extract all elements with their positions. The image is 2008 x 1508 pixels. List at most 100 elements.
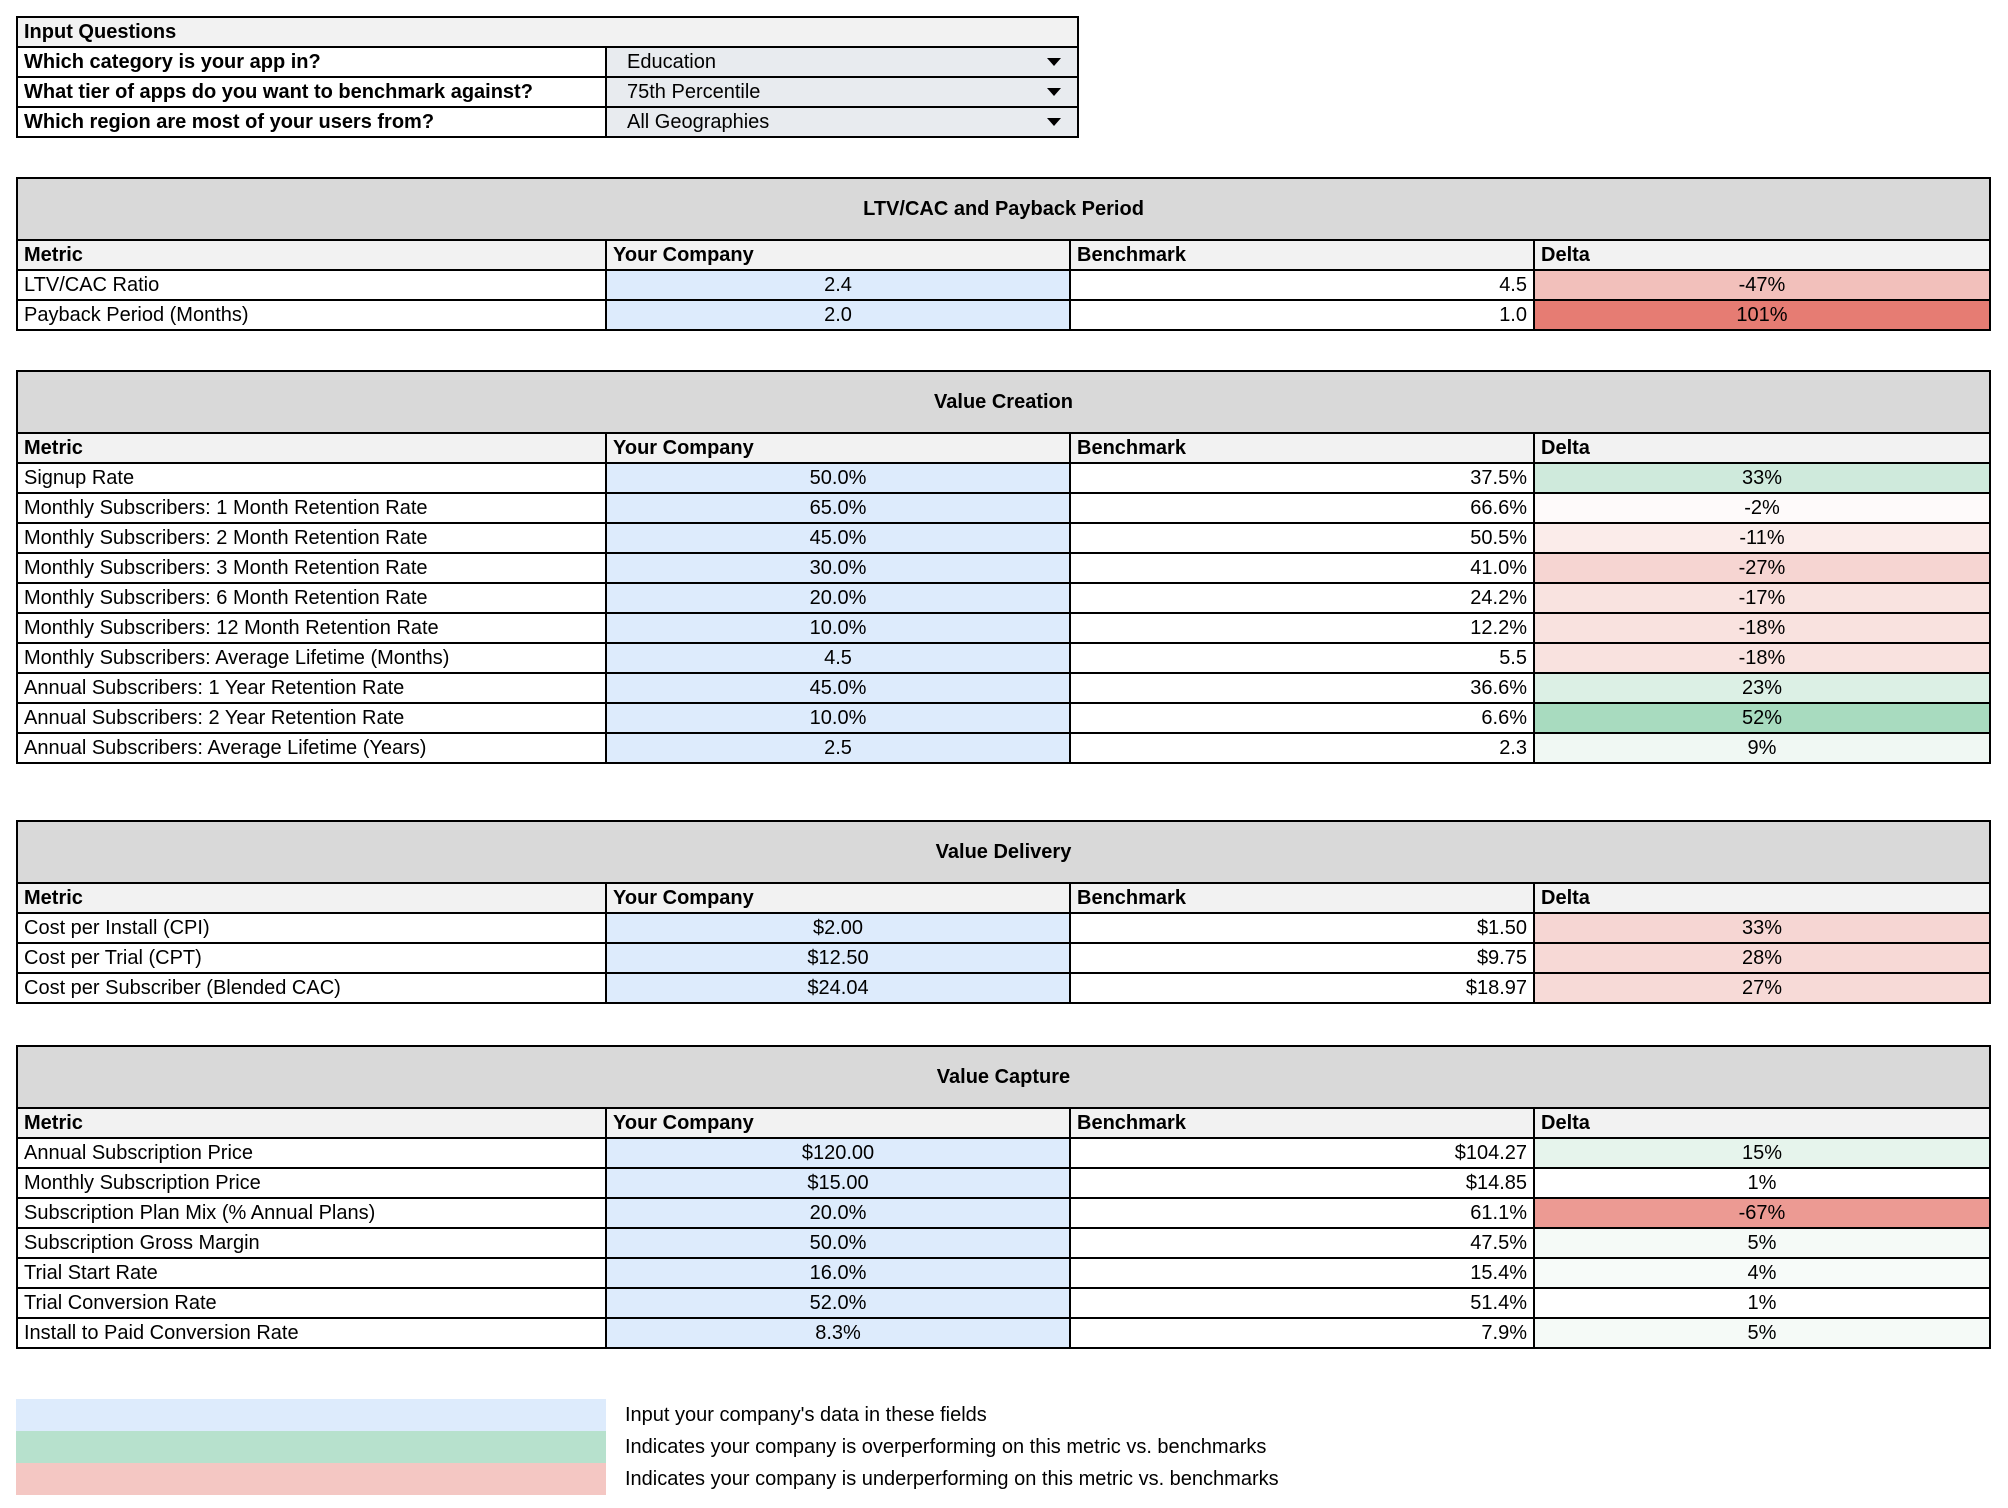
tier-dropdown[interactable]: 75th Percentile (605, 76, 1079, 108)
company-value-cell[interactable]: 50.0% (605, 462, 1071, 494)
table-row: Monthly Subscribers: Average Lifetime (M… (16, 642, 1991, 674)
delta-value: 33% (1533, 912, 1991, 944)
benchmark-value: $18.97 (1069, 972, 1535, 1004)
company-value-cell[interactable]: 2.5 (605, 732, 1071, 764)
table-row: Subscription Plan Mix (% Annual Plans) 20… (16, 1197, 1991, 1229)
company-value-cell[interactable]: 50.0% (605, 1227, 1071, 1259)
input-questions-table: Input Questions Which category is your a… (16, 16, 1079, 138)
dropdown-arrow-icon[interactable] (1047, 118, 1061, 126)
metric-name: Monthly Subscribers: 1 Month Retention R… (16, 492, 607, 524)
benchmark-value: 41.0% (1069, 552, 1535, 584)
section-title: Value Capture (16, 1045, 1991, 1109)
region-dropdown[interactable]: All Geographies (605, 106, 1079, 138)
table-row: LTV/CAC Ratio 2.4 4.5 -47% (16, 269, 1991, 301)
metric-name: Monthly Subscribers: 6 Month Retention R… (16, 582, 607, 614)
benchmark-value: 50.5% (1069, 522, 1535, 554)
delta-value: 101% (1533, 299, 1991, 331)
delta-value: -18% (1533, 612, 1991, 644)
metric-name: Annual Subscribers: 1 Year Retention Rat… (16, 672, 607, 704)
company-value-cell[interactable]: 45.0% (605, 522, 1071, 554)
company-value-cell[interactable]: 10.0% (605, 702, 1071, 734)
table-row: Subscription Gross Margin 50.0% 47.5% 5% (16, 1227, 1991, 1259)
tier-dropdown-value: 75th Percentile (627, 81, 761, 103)
column-header-delta: Delta (1533, 432, 1991, 464)
section-title-row: Value Delivery (16, 820, 1991, 884)
dropdown-arrow-icon[interactable] (1047, 58, 1061, 66)
legend-text: Indicates your company is overperforming… (625, 1436, 1267, 1458)
table-row: Monthly Subscribers: 2 Month Retention R… (16, 522, 1991, 554)
value-capture-table: Value Capture Metric Your Company Benchmark… (16, 1045, 1991, 1349)
company-value-cell[interactable]: 4.5 (605, 642, 1071, 674)
company-value-cell[interactable]: 30.0% (605, 552, 1071, 584)
column-header-benchmark: Benchmark (1069, 882, 1535, 914)
delta-value: -18% (1533, 642, 1991, 674)
category-dropdown[interactable]: Education (605, 46, 1079, 78)
company-value-cell[interactable]: 52.0% (605, 1287, 1071, 1319)
company-value-cell[interactable]: 65.0% (605, 492, 1071, 524)
metric-name: Annual Subscribers: Average Lifetime (Ye… (16, 732, 607, 764)
benchmark-value: 36.6% (1069, 672, 1535, 704)
company-value-cell[interactable]: 10.0% (605, 612, 1071, 644)
benchmark-value: 12.2% (1069, 612, 1535, 644)
metric-name: Monthly Subscribers: 3 Month Retention R… (16, 552, 607, 584)
company-value-cell[interactable]: 8.3% (605, 1317, 1071, 1349)
company-value-cell[interactable]: $120.00 (605, 1137, 1071, 1169)
section-title-row: Value Creation (16, 370, 1991, 434)
value-delivery-table: Value Delivery Metric Your Company Benchmar… (16, 820, 1991, 1004)
benchmark-value: 47.5% (1069, 1227, 1535, 1259)
column-header-benchmark: Benchmark (1069, 1107, 1535, 1139)
company-value-cell[interactable]: $15.00 (605, 1167, 1071, 1199)
question-row: Which category is your app in? Education (16, 46, 1079, 78)
company-value-cell[interactable]: $12.50 (605, 942, 1071, 974)
company-value-cell[interactable]: $24.04 (605, 972, 1071, 1004)
region-dropdown-value: All Geographies (627, 111, 770, 133)
table-row: Monthly Subscribers: 12 Month Retention … (16, 612, 1991, 644)
metric-name: Annual Subscription Price (16, 1137, 607, 1169)
table-row: Annual Subscribers: 2 Year Retention Rat… (16, 702, 1991, 734)
metric-name: Monthly Subscription Price (16, 1167, 607, 1199)
company-value-cell[interactable]: $2.00 (605, 912, 1071, 944)
delta-value: 9% (1533, 732, 1991, 764)
company-value-cell[interactable]: 20.0% (605, 1197, 1071, 1229)
delta-value: 4% (1533, 1257, 1991, 1289)
column-header-delta: Delta (1533, 239, 1991, 271)
section-title: Value Creation (16, 370, 1991, 434)
table-row: Monthly Subscription Price $15.00 $14.85 1% (16, 1167, 1991, 1199)
metric-name: Subscription Plan Mix (% Annual Plans) (16, 1197, 607, 1229)
table-row: Annual Subscribers: Average Lifetime (Ye… (16, 732, 1991, 764)
company-value-cell[interactable]: 16.0% (605, 1257, 1071, 1289)
benchmark-value: $9.75 (1069, 942, 1535, 974)
benchmark-value: 7.9% (1069, 1317, 1535, 1349)
column-header-benchmark: Benchmark (1069, 432, 1535, 464)
category-dropdown-value: Education (627, 51, 716, 73)
dropdown-arrow-icon[interactable] (1047, 88, 1061, 96)
benchmark-value: 61.1% (1069, 1197, 1535, 1229)
table-row: Cost per Subscriber (Blended CAC) $24.04 $… (16, 972, 1991, 1004)
delta-value: -11% (1533, 522, 1991, 554)
legend-swatch (16, 1431, 606, 1463)
company-value-cell[interactable]: 45.0% (605, 672, 1071, 704)
metric-name: Monthly Subscribers: 12 Month Retention … (16, 612, 607, 644)
column-header-company: Your Company (605, 432, 1071, 464)
section-title-row: Value Capture (16, 1045, 1991, 1109)
question-row: Which region are most of your users from… (16, 106, 1079, 138)
legend-swatch (16, 1399, 606, 1431)
question-region: Which region are most of your users from… (16, 106, 607, 138)
benchmark-value: 2.3 (1069, 732, 1535, 764)
table-row: Monthly Subscribers: 6 Month Retention R… (16, 582, 1991, 614)
benchmark-value: $1.50 (1069, 912, 1535, 944)
metric-name: Trial Start Rate (16, 1257, 607, 1289)
delta-value: 27% (1533, 972, 1991, 1004)
company-value-cell[interactable]: 2.0 (605, 299, 1071, 331)
delta-value: 23% (1533, 672, 1991, 704)
company-value-cell[interactable]: 20.0% (605, 582, 1071, 614)
delta-value: 5% (1533, 1317, 1991, 1349)
metric-name: Cost per Trial (CPT) (16, 942, 607, 974)
delta-value: 28% (1533, 942, 1991, 974)
delta-value: 52% (1533, 702, 1991, 734)
column-header-company: Your Company (605, 882, 1071, 914)
company-value-cell[interactable]: 2.4 (605, 269, 1071, 301)
benchmark-value: 51.4% (1069, 1287, 1535, 1319)
table-row: Annual Subscription Price $120.00 $104.27 1… (16, 1137, 1991, 1169)
